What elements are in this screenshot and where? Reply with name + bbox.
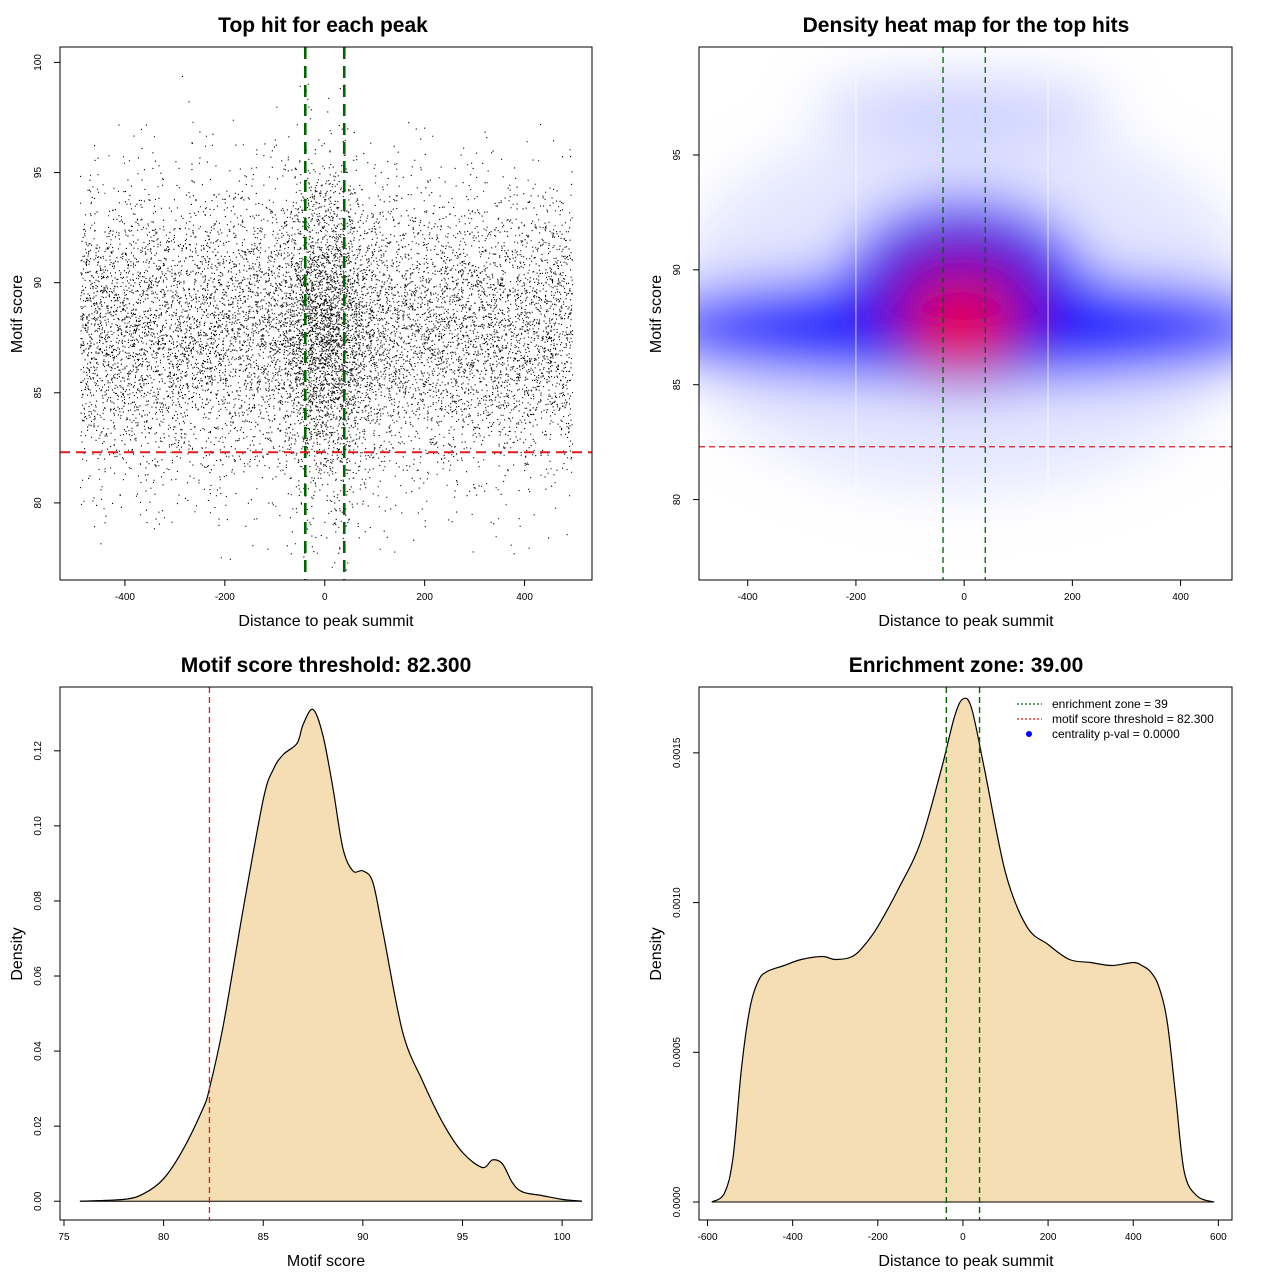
panel-4-legend: enrichment zone = 39 motif score thresho… [1017, 697, 1214, 741]
panel-4-xtick-label: 200 [1040, 1232, 1057, 1243]
panel-3-ytick-label: 0.00 [33, 1191, 44, 1211]
panel-3-xtick-label: 75 [58, 1232, 70, 1243]
density-curve [79, 708, 583, 1202]
panel-4-xtick-label: -400 [783, 1232, 803, 1243]
panel-2-title: Density heat map for the top hits [803, 14, 1130, 37]
panel-1-frame [59, 46, 593, 581]
panel-3-ylabel: Density [9, 927, 26, 980]
legend-swatch-centrality-pval [1026, 731, 1032, 737]
panel-4-density-plot: -600 -400 -200 0 200 400 600 0.0000 0.0005 0.0010… [672, 686, 1233, 1243]
panel-4-xtick-label: 400 [1125, 1232, 1142, 1243]
panel-4-xtick-label: -600 [698, 1232, 718, 1243]
panel-3-density-plot: 75 80 85 90 95 100 0.00 0.02 0.04 0.06 0.08 0.10 0.1… [33, 686, 593, 1243]
panel-3-xtick-label: 90 [357, 1232, 369, 1243]
panel-2-ytick-label: 85 [672, 379, 683, 391]
panel-1-xtick-label: 200 [416, 592, 433, 603]
heat-peak [916, 289, 1007, 366]
panel-3-xtick-label: 100 [554, 1232, 571, 1243]
panel-2-heatmap-plot: -400 -200 0 200 400 80 85 90 95 [672, 46, 1233, 603]
panel-4-ytick-label: 0.0005 [672, 1037, 683, 1068]
panel-3-ytick-label: 0.04 [33, 1041, 44, 1061]
panel-4-ytick-label: 0.0015 [672, 737, 683, 768]
panel-4-ytick-label: 0.0000 [672, 1186, 683, 1217]
panel-4-xtick-label: -200 [868, 1232, 888, 1243]
panel-1-xtick-label: 0 [322, 592, 328, 603]
panel-3-xtick-label: 85 [258, 1232, 270, 1243]
panel-1-scatter-plot: -400 -200 0 200 400 80 85 90 95 100 [33, 46, 593, 603]
heat-upper [814, 81, 1114, 138]
panel-2-ytick-label: 80 [672, 494, 683, 506]
legend-label-enrichment-zone: enrichment zone = 39 [1052, 697, 1168, 711]
legend-label-motif-threshold: motif score threshold = 82.300 [1052, 712, 1214, 726]
heatmap-blobs [699, 81, 1232, 491]
panel-3-ytick-label: 0.08 [33, 891, 44, 911]
panel-3-ytick-label: 0.06 [33, 966, 44, 986]
density-area-fill [711, 698, 1215, 1202]
panel-3-ytick-label: 0.12 [33, 741, 44, 761]
panel-1-ytick-label: 85 [33, 387, 44, 399]
panel-1-title: Top hit for each peak [218, 14, 428, 37]
panel-1-ytick-label: 80 [33, 497, 44, 509]
panel-1-ytick-label: 95 [33, 167, 44, 179]
panel-2-xtick-label: 0 [961, 592, 967, 603]
panel-2-xtick-label: -200 [846, 592, 866, 603]
panel-4-title: Enrichment zone: 39.00 [849, 654, 1084, 677]
panel-4-xlabel: Distance to peak summit [878, 1253, 1054, 1270]
panel-4-density-curve-group [711, 697, 1215, 1203]
panel-1-ytick-label: 100 [33, 54, 44, 71]
panel-4-frame [698, 686, 1233, 1221]
panel-3-frame [59, 686, 593, 1221]
legend-label-centrality-pval: centrality p-val = 0.0000 [1052, 727, 1180, 741]
panel-2-xlabel: Distance to peak summit [878, 613, 1054, 630]
panel-2-xtick-label: 200 [1064, 592, 1081, 603]
panel-2-frame [698, 46, 1233, 581]
panel-3-ytick-label: 0.10 [33, 816, 44, 836]
panel-1-ylabel: Motif score [9, 275, 26, 353]
panel-3-density-curve-group [79, 708, 583, 1202]
panel-3-xlabel: Motif score [287, 1253, 365, 1270]
density-curve [711, 697, 1215, 1203]
panel-4-xtick-label: 0 [960, 1232, 966, 1243]
panel-4-ylabel: Density [648, 927, 665, 980]
panel-3-xtick-label: 80 [158, 1232, 170, 1243]
panel-1-xtick-label: -200 [215, 592, 235, 603]
panel-1-ytick-label: 90 [33, 277, 44, 289]
density-area-fill [79, 709, 583, 1202]
panel-2-xtick-label: -400 [738, 592, 758, 603]
panel-2-ytick-label: 90 [672, 264, 683, 276]
panel-4-ytick-label: 0.0010 [672, 887, 683, 918]
panel-1-xlabel: Distance to peak summit [238, 613, 414, 630]
panel-3-ytick-label: 0.02 [33, 1116, 44, 1136]
panel-1-points [80, 75, 574, 571]
panel-3-title: Motif score threshold: 82.300 [181, 654, 472, 677]
panel-2-ylabel: Motif score [648, 275, 665, 353]
heatmap-density [699, 47, 1232, 580]
panel-1-xtick-label: -400 [115, 592, 135, 603]
panel-2-ytick-label: 95 [672, 149, 683, 161]
panel-2-xtick-label: 400 [1172, 592, 1189, 603]
panel-1-xtick-label: 400 [516, 592, 533, 603]
scatter-point-cloud [80, 75, 574, 571]
panel-4-xtick-label: 600 [1210, 1232, 1227, 1243]
panel-3-xtick-label: 95 [457, 1232, 469, 1243]
